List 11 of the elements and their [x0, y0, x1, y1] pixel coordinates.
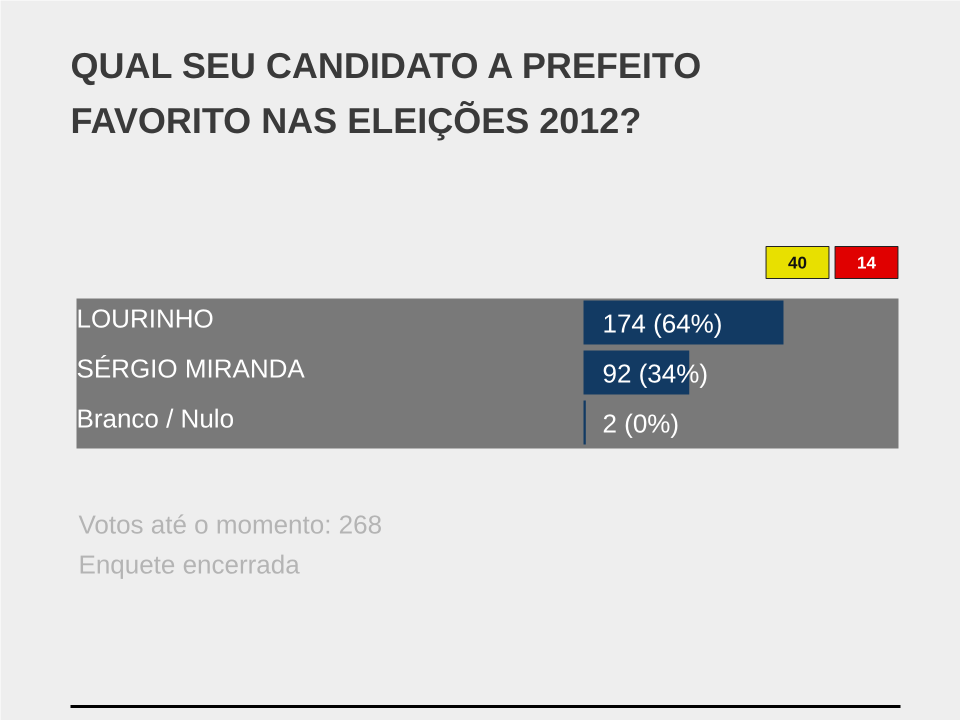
- text: 40: [788, 254, 807, 272]
- text: 14: [857, 254, 876, 272]
- y-tick-label: LOURINHO: [76, 304, 214, 334]
- y-tick-label: Branco / Nulo: [76, 404, 234, 434]
- y-tick-label: SÉRGIO MIRANDA: [76, 354, 306, 384]
- text: Votos até o momento: 268: [78, 510, 382, 540]
- data-label: 2 (0%): [602, 408, 680, 438]
- data-label: 174 (64%): [602, 308, 722, 338]
- text: Enquete encerrada: [78, 550, 300, 580]
- chart-title: QUAL SEU CANDIDATO A PREFEITO FAVORITO NAS ELEIÇÕES 2012?: [70, 45, 702, 141]
- data-label: 92 (34%): [602, 358, 708, 388]
